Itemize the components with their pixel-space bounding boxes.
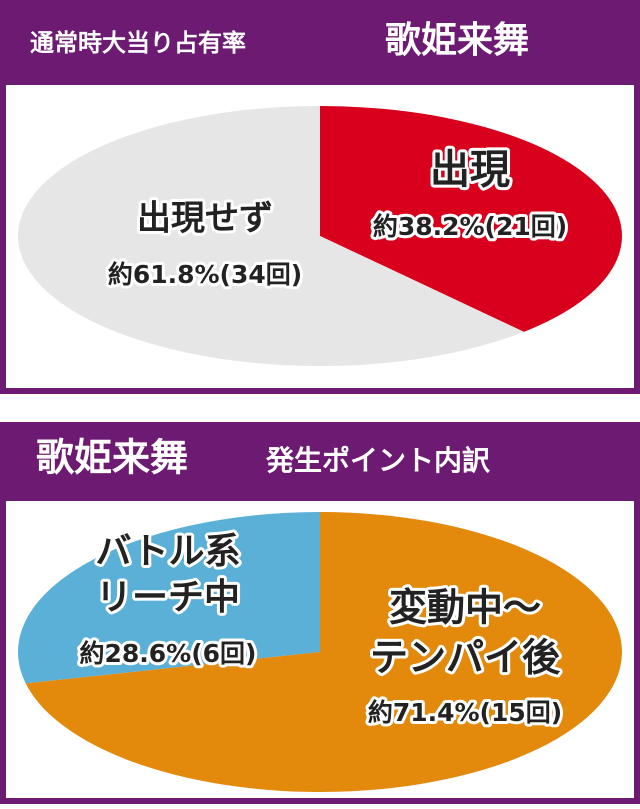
header-title: 歌姫来舞 bbox=[36, 436, 188, 480]
value-label: 約71.4%(15回) bbox=[368, 698, 562, 727]
value-label: 約28.6%(6回) bbox=[80, 639, 257, 668]
slice-label: 出現 bbox=[430, 147, 510, 193]
header-subtitle: 発生ポイント内訳 bbox=[265, 444, 491, 477]
slice-label: テンパイ後 bbox=[370, 636, 561, 680]
slice-label: 出現せず bbox=[137, 199, 273, 239]
slice-label: 変動中～ bbox=[389, 586, 541, 630]
pie-slice bbox=[17, 106, 524, 366]
pie-slice bbox=[25, 512, 623, 792]
value-label: 約38.2%(21回) bbox=[373, 212, 567, 241]
slice-label: リーチ中 bbox=[96, 577, 240, 618]
header-subtitle: 通常時大当り占有率 bbox=[30, 29, 246, 57]
pie-slice bbox=[320, 106, 622, 332]
pie-slice bbox=[18, 512, 320, 684]
header-title: 歌姫来舞 bbox=[385, 20, 529, 61]
header-bar bbox=[0, 422, 640, 498]
slice-label: バトル系 bbox=[95, 531, 240, 572]
header-bar bbox=[0, 0, 640, 82]
value-label: 約61.8%(34回) bbox=[108, 260, 302, 289]
